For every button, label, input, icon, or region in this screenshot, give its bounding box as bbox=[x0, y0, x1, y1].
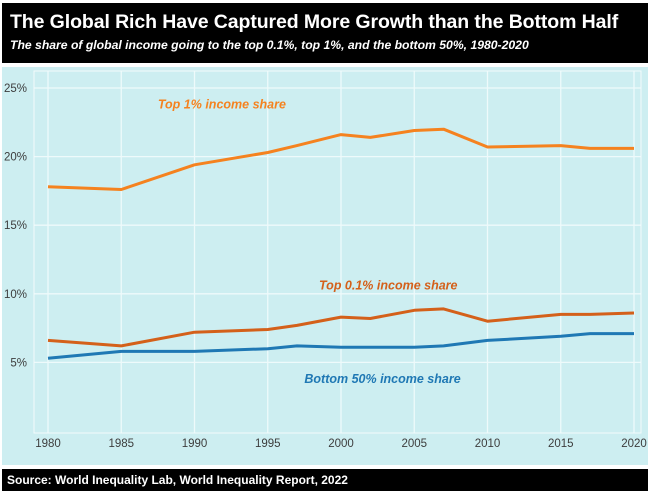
series-line-bottom-50-income-share bbox=[47, 332, 634, 360]
series-labels: Top 1% income share Top 0.1% income share… bbox=[158, 98, 461, 386]
series-label-top-0-1-income-share: Top 0.1% income share bbox=[319, 279, 458, 293]
x-tick-label: 1990 bbox=[182, 438, 208, 450]
plot-panel-border bbox=[33, 70, 642, 434]
chart-title: The Global Rich Have Captured More Growt… bbox=[10, 11, 619, 33]
plot-background bbox=[2, 67, 648, 465]
x-axis: 1980 1985 1990 1995 2000 2005 2010 2015 2020 bbox=[35, 438, 647, 450]
gridlines bbox=[34, 71, 641, 433]
y-tick-label: 20% bbox=[4, 152, 27, 164]
y-tick-label: 15% bbox=[4, 220, 27, 232]
series-label-bottom-50-income-share: Bottom 50% income share bbox=[304, 372, 460, 386]
series-label-top-1-income-share: Top 1% income share bbox=[158, 98, 286, 112]
y-tick-label: 25% bbox=[4, 83, 27, 95]
x-tick-label: 1985 bbox=[108, 438, 134, 450]
x-tick-label: 2005 bbox=[401, 438, 427, 450]
chart-header: The Global Rich Have Captured More Growt… bbox=[2, 3, 648, 63]
y-tick-label: 10% bbox=[4, 289, 27, 301]
chart-subtitle: The share of global income going to the … bbox=[10, 38, 529, 52]
x-tick-label: 1980 bbox=[35, 438, 61, 450]
x-tick-label: 2015 bbox=[548, 438, 574, 450]
source-note: Source: World Inequality Lab, World Ineq… bbox=[7, 473, 348, 487]
x-tick-label: 1995 bbox=[255, 438, 281, 450]
x-tick-label: 2020 bbox=[621, 438, 647, 450]
x-tick-label: 2000 bbox=[328, 438, 354, 450]
x-tick-label: 2010 bbox=[475, 438, 501, 450]
series-lines bbox=[47, 127, 635, 360]
chart-footer: Source: World Inequality Lab, World Ineq… bbox=[2, 469, 648, 491]
y-tick-label: 5% bbox=[10, 357, 27, 369]
y-axis: 5% 10% 15% 20% 25% bbox=[4, 83, 27, 369]
